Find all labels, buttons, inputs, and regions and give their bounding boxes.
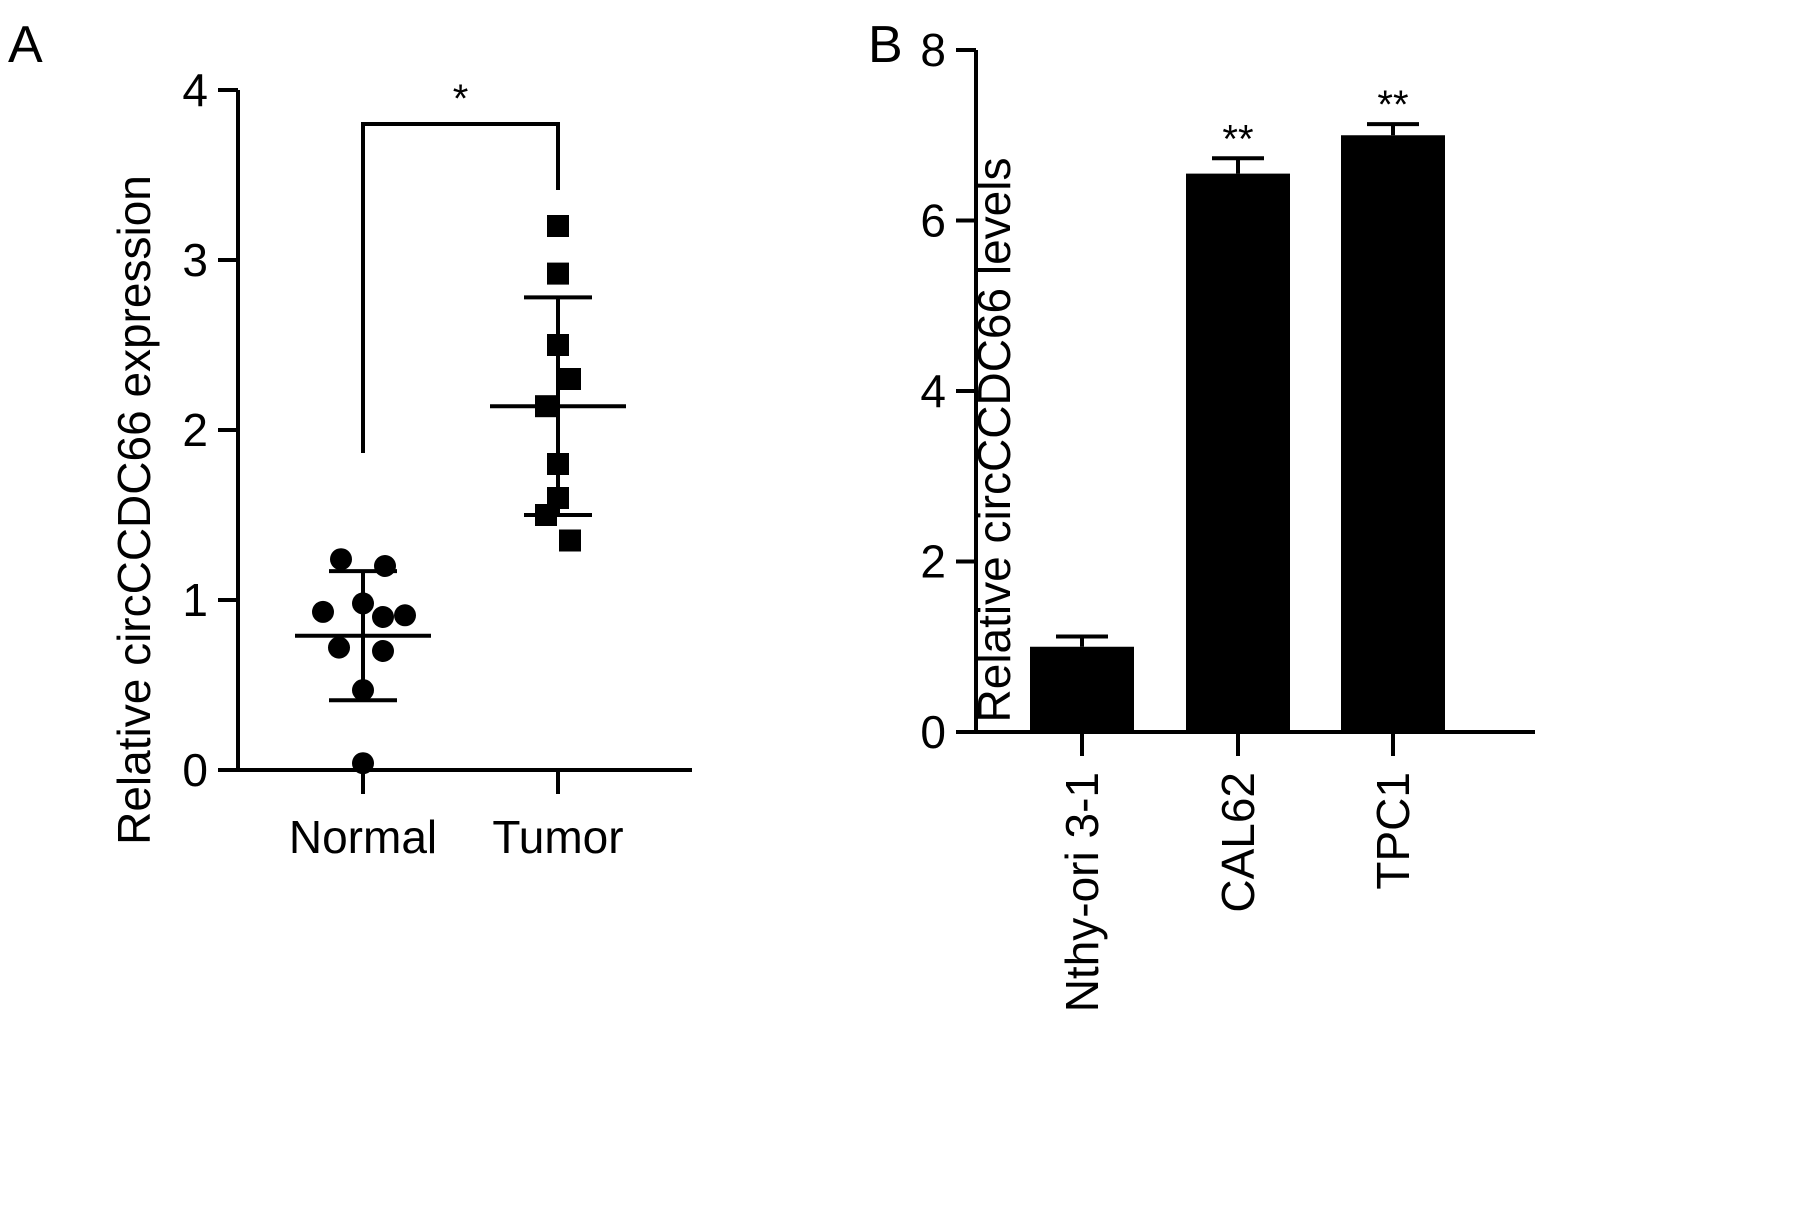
panel-a-point-tumor xyxy=(547,215,569,237)
panel-a-point-normal xyxy=(374,555,396,577)
panel-a-point-normal xyxy=(372,606,394,628)
panel-a-point-normal xyxy=(330,548,352,571)
panel-a-scatter-chart: A Relative circCCDC66 expression 0 1 2 3 4 No… xyxy=(8,16,692,863)
panel-a-y-tick-label: 4 xyxy=(182,64,208,116)
panel-a-point-normal xyxy=(394,604,416,627)
panel-b-y-tick-label: 0 xyxy=(920,706,946,758)
panel-a-point-normal xyxy=(312,600,334,623)
panel-a-y-tick-label: 2 xyxy=(182,404,208,456)
panel-a-point-tumor xyxy=(547,262,569,285)
panel-a-y-axis-label: Relative circCCDC66 expression xyxy=(108,175,160,845)
panel-a-significance-bracket xyxy=(361,122,560,453)
panel-b-y-tick-label: 6 xyxy=(920,195,946,247)
panel-a-point-normal xyxy=(372,640,394,662)
panel-b-x-tick-label: Nthy-ori 3-1 xyxy=(1056,772,1108,1012)
panel-b-bar-1 xyxy=(1186,173,1290,733)
panel-a-y-tick-label: 1 xyxy=(182,574,208,626)
panel-b-y-tick-label: 8 xyxy=(920,24,946,76)
panel-b-y-tick-label: 2 xyxy=(920,536,946,588)
panel-b-x-tick-label: TPC1 xyxy=(1367,772,1419,890)
panel-a-point-tumor xyxy=(559,368,581,390)
panel-a-significance-label: * xyxy=(453,77,469,121)
panel-a-point-tumor xyxy=(559,529,581,552)
panel-b-bar-2 xyxy=(1341,135,1445,732)
panel-a-y-tick-label: 3 xyxy=(182,234,208,286)
panel-a-y-tick-label: 0 xyxy=(182,744,208,796)
panel-a-x-tick-label: Normal xyxy=(289,811,437,863)
panel-b-label: B xyxy=(868,16,903,74)
panel-a-label: A xyxy=(8,16,43,74)
panel-b-bar-chart: B Relative circCCDC66 levels ****02468Nt… xyxy=(868,16,1535,1012)
panel-a-x-tick-label: Tumor xyxy=(492,811,623,863)
panel-b-bar-0 xyxy=(1030,646,1134,732)
panel-a-point-normal xyxy=(352,752,374,775)
panel-b-significance-label: ** xyxy=(1222,117,1253,161)
panel-a-point-normal xyxy=(328,636,350,659)
panel-b-x-tick-label: CAL62 xyxy=(1212,772,1264,913)
panel-b-significance-label: ** xyxy=(1377,83,1408,127)
panel-b-y-tick-label: 4 xyxy=(920,365,946,417)
